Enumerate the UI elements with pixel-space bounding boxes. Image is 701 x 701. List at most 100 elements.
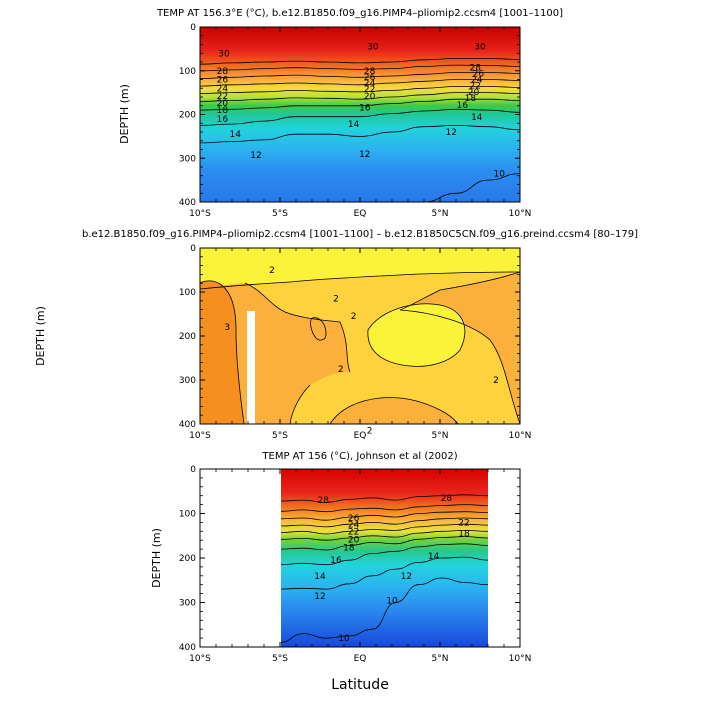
contour-label: 12 xyxy=(250,151,261,161)
figure-xlabel: Latitude xyxy=(331,677,389,693)
contour-label: 14 xyxy=(471,113,483,123)
contour-label: 12 xyxy=(314,592,325,602)
panel-middle: b.e12.B1850.f09_g16.PIMP4–pliomip2.ccsm4… xyxy=(34,229,638,441)
contour-label: 16 xyxy=(330,556,342,566)
isotherm-16 xyxy=(200,98,520,111)
x-tick-label: 5°S xyxy=(272,431,288,441)
isotherm-24 xyxy=(281,511,488,521)
diff-region-high xyxy=(200,280,244,424)
y-tick-label: 200 xyxy=(179,332,196,342)
contour-label: 2 xyxy=(338,365,344,375)
contour-label: 28 xyxy=(364,67,376,77)
y-tick-label: 0 xyxy=(190,244,196,254)
contour-label: 12 xyxy=(445,128,456,138)
y-tick-label: 300 xyxy=(179,599,196,609)
panel-bottom-axes: 10°S 5°S EQ 5°N 10°N 0 100 200 300 400 xyxy=(179,465,532,664)
isotherm-18 xyxy=(200,92,520,102)
contour-label: 26 xyxy=(348,514,360,524)
contour-label: 2 xyxy=(493,376,499,386)
contour-label: 28 xyxy=(217,67,229,77)
x-tick-label: 10°N xyxy=(509,209,532,219)
contour-label: 14 xyxy=(314,572,326,582)
panel-middle-ylabel: DEPTH (m) xyxy=(34,306,47,366)
isotherm-14 xyxy=(281,543,488,566)
diff-contour-2-c xyxy=(367,303,466,367)
panel-middle-axes: 10°S 5°S EQ 5°N 10°N 0 100 200 300 400 xyxy=(179,244,532,441)
x-tick-label: 5°N xyxy=(432,209,449,219)
panel-middle-field xyxy=(200,248,520,424)
panel-top-title: TEMP AT 156.3°E (°C), b.e12.B1850.f09_g1… xyxy=(156,8,563,19)
contour-label: 18 xyxy=(217,106,229,116)
diff-patch xyxy=(310,317,326,341)
diff-contour-2-upper xyxy=(200,271,520,290)
contour-label: 26 xyxy=(217,76,229,86)
contour-label: 24 xyxy=(217,84,229,94)
y-tick-label: 400 xyxy=(179,643,196,653)
x-tick-label: 10°N xyxy=(509,654,532,664)
contour-label: 20 xyxy=(348,535,360,545)
y-tick-label: 300 xyxy=(179,376,196,386)
diff-missing-strip xyxy=(247,311,255,424)
diff-contour-bottom xyxy=(329,397,459,424)
isotherm-18 xyxy=(281,529,488,541)
contour-label: 20 xyxy=(217,99,229,109)
y-tick-label: 0 xyxy=(190,23,196,33)
isotherm-20 xyxy=(281,523,488,535)
contour-label: 30 xyxy=(218,49,230,59)
contour-label: 10 xyxy=(493,170,505,180)
contour-label: 24 xyxy=(471,76,483,86)
contour-label: 24 xyxy=(364,79,376,89)
contour-label: 18 xyxy=(465,94,477,104)
contour-label: 22 xyxy=(217,92,228,102)
isotherm-10 xyxy=(200,173,520,202)
y-tick-label: 400 xyxy=(179,420,196,430)
isotherm-10 xyxy=(281,577,488,643)
diff-contour-3 xyxy=(200,280,245,424)
contour-label: 20 xyxy=(364,92,376,102)
panel-bottom-ylabel: DEPTH (m) xyxy=(150,528,163,588)
panel-top-axes: 10°S 5°S EQ 5°N 10°N 0 100 200 300 400 xyxy=(179,23,532,219)
x-tick-label: 5°S xyxy=(272,654,288,664)
contour-label: 22 xyxy=(469,82,480,92)
x-tick-label: 10°S xyxy=(189,654,211,664)
diff-contour-2-b xyxy=(399,271,520,424)
isotherm-12 xyxy=(281,556,488,590)
y-tick-label: 100 xyxy=(179,510,196,520)
y-tick-label: 200 xyxy=(179,554,196,564)
isotherm-22 xyxy=(200,79,520,87)
contour-label: 2 xyxy=(269,266,275,276)
contour-label: 28 xyxy=(317,496,329,506)
contour-label: 18 xyxy=(343,543,355,553)
contour-label: 30 xyxy=(474,43,486,53)
x-tick-label: EQ xyxy=(354,654,367,664)
contour-label: 18 xyxy=(458,530,470,540)
contour-label: 22 xyxy=(458,518,469,528)
diff-contour-patch xyxy=(310,317,327,341)
y-tick-label: 0 xyxy=(190,465,196,475)
diff-blob-low xyxy=(367,303,465,367)
contour-label: 30 xyxy=(367,43,379,53)
contour-label: 28 xyxy=(469,63,481,73)
contour-label: 2 xyxy=(351,312,357,322)
x-tick-label: 5°N xyxy=(432,431,449,441)
x-tick-label: 10°S xyxy=(189,209,211,219)
contour-label: 12 xyxy=(401,572,412,582)
panel-bottom-title: TEMP AT 156 (°C), Johnson et al (2002) xyxy=(261,451,457,462)
panel-bottom-field xyxy=(281,469,488,647)
isotherm-24 xyxy=(200,72,520,79)
panel-middle-title: b.e12.B1850.f09_g16.PIMP4–pliomip2.ccsm4… xyxy=(82,229,638,240)
isotherm-16 xyxy=(281,536,488,551)
x-tick-label: EQ xyxy=(354,431,367,441)
y-tick-label: 400 xyxy=(179,198,196,208)
contour-label: 24 xyxy=(348,521,360,531)
y-tick-label: 300 xyxy=(179,154,196,164)
contour-label: 16 xyxy=(457,101,469,111)
panel-top: TEMP AT 156.3°E (°C), b.e12.B1850.f09_g1… xyxy=(118,8,563,219)
contour-label: 14 xyxy=(229,130,241,140)
isotherm-28 xyxy=(200,58,520,65)
x-tick-label: 10°N xyxy=(509,431,532,441)
contour-label: 22 xyxy=(364,85,375,95)
